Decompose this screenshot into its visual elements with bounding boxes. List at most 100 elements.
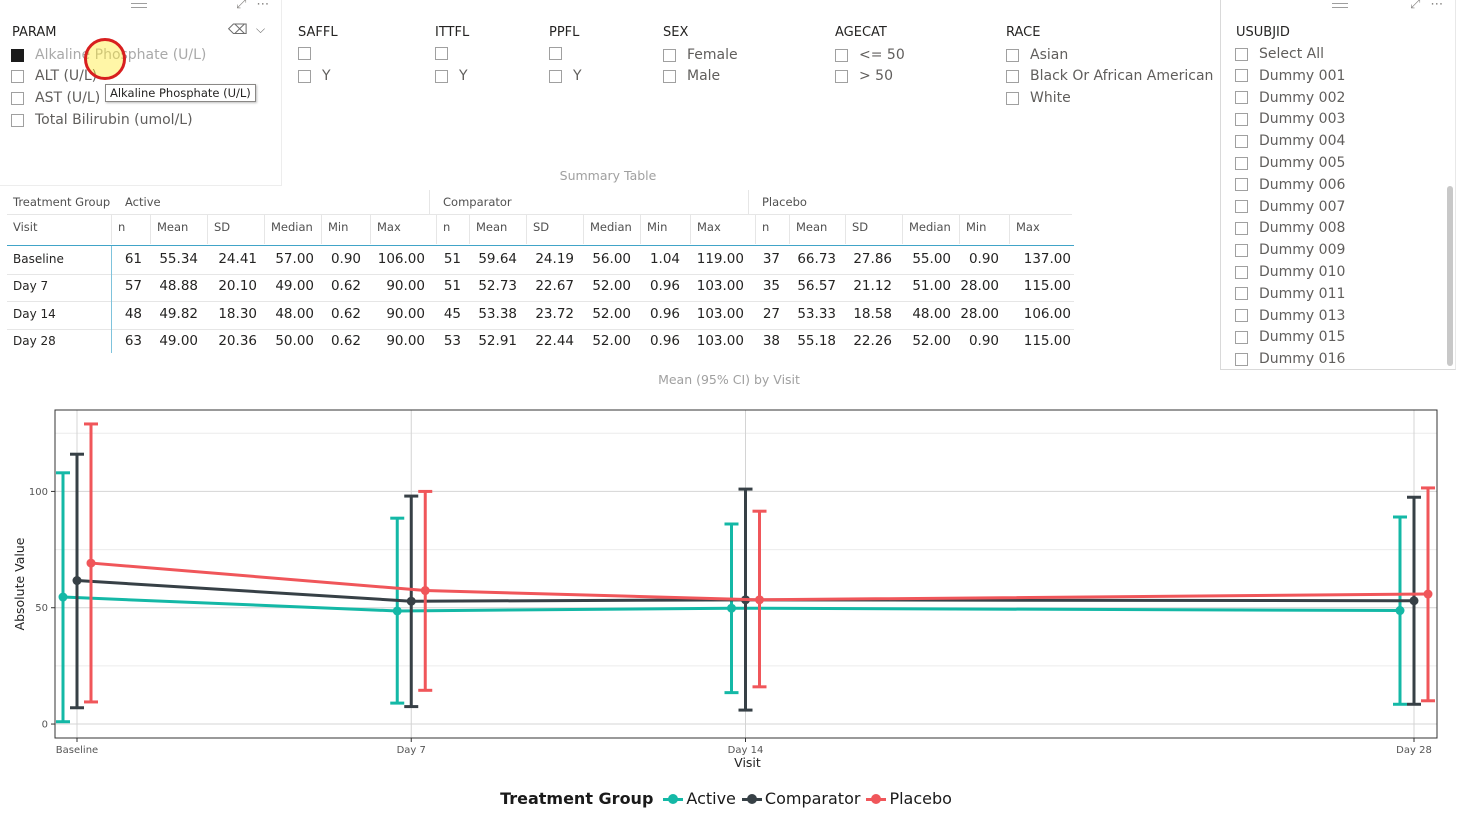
table-cell: 28.00 (960, 305, 999, 322)
checkbox[interactable] (298, 69, 311, 83)
checkbox[interactable] (835, 69, 848, 83)
sex-option-male[interactable]: Male (663, 68, 720, 84)
checkbox[interactable] (1235, 243, 1248, 257)
checkbox[interactable] (1006, 69, 1019, 83)
table-row-visit: Day 28 (13, 333, 56, 348)
stat-column-header: SD (852, 220, 869, 234)
checkbox[interactable] (1235, 178, 1248, 192)
usubjid-option[interactable]: Dummy 010 (1235, 264, 1345, 280)
usubjid-option[interactable]: Dummy 008 (1235, 220, 1345, 236)
checkbox[interactable] (663, 48, 676, 62)
checkbox[interactable] (1235, 221, 1248, 235)
usubjid-option[interactable]: Dummy 001 (1235, 68, 1345, 84)
agecat-option-gt-50[interactable]: > 50 (835, 68, 893, 84)
stat-column-header: Mean (476, 220, 508, 234)
agecat-option-le-50[interactable]: <= 50 (835, 47, 905, 63)
checkbox[interactable] (1235, 265, 1248, 279)
ppfl-option-y[interactable]: Y (549, 68, 582, 84)
usubjid-option-list[interactable]: Select All Dummy 001 Dummy 002 Dummy 003 Dum… (1235, 46, 1445, 366)
more-options-icon[interactable]: ⋯ (256, 0, 270, 12)
checkbox[interactable] (835, 48, 848, 62)
checkbox[interactable] (1235, 156, 1248, 170)
race-option-black[interactable]: Black Or African American (1006, 68, 1213, 84)
checkbox[interactable] (549, 69, 562, 83)
race-option-white[interactable]: White (1006, 90, 1071, 106)
chevron-down-icon[interactable]: ⌵ (256, 22, 266, 36)
legend-label: Active (686, 789, 736, 808)
checkbox[interactable] (1235, 134, 1248, 148)
usubjid-option[interactable]: Dummy 016 (1235, 351, 1345, 366)
more-options-icon[interactable]: ⋯ (1430, 0, 1444, 12)
usubjid-option[interactable]: Dummy 013 (1235, 308, 1345, 324)
checkbox[interactable] (11, 91, 24, 105)
ppfl-option-blank[interactable] (549, 47, 573, 60)
checkbox[interactable] (1235, 200, 1248, 214)
usubjid-option[interactable]: Select All (1235, 46, 1324, 62)
table-cell: 55.34 (159, 251, 198, 267)
checkbox[interactable] (1235, 91, 1248, 105)
drag-grip-icon[interactable] (131, 3, 147, 8)
usubjid-option[interactable]: Dummy 003 (1235, 111, 1345, 127)
usubjid-option[interactable]: Dummy 006 (1235, 177, 1345, 193)
header-divider (7, 214, 1072, 215)
row-header-divider (111, 246, 112, 353)
checkbox[interactable] (11, 69, 24, 83)
usubjid-option[interactable]: Dummy 002 (1235, 90, 1345, 106)
usubjid-scrollbar[interactable] (1447, 186, 1453, 366)
checkbox[interactable] (1235, 352, 1248, 366)
drag-grip-icon[interactable] (1332, 3, 1348, 8)
table-cell: 53 (443, 332, 461, 349)
checkbox[interactable] (1006, 48, 1019, 62)
table-cell: 35 (762, 278, 780, 295)
checkbox[interactable] (1235, 309, 1248, 323)
usubjid-option[interactable]: Dummy 007 (1235, 199, 1345, 215)
eraser-icon[interactable]: ⌫ (228, 22, 248, 38)
usubjid-option[interactable]: Dummy 004 (1235, 133, 1345, 149)
ittfl-option-y[interactable]: Y (435, 68, 468, 84)
usubjid-option[interactable]: Dummy 011 (1235, 286, 1345, 302)
saffl-option-y[interactable]: Y (298, 68, 331, 84)
checkbox[interactable] (1235, 330, 1248, 344)
option-tooltip: Alkaline Phosphate (U/L) (105, 84, 256, 102)
checkbox[interactable] (663, 69, 676, 83)
usubjid-option-label: Dummy 003 (1259, 111, 1346, 128)
race-option-label: Asian (1030, 47, 1069, 63)
legend-item-placebo[interactable]: Placebo (866, 789, 952, 808)
focus-mode-icon[interactable]: ⤢ (1410, 0, 1421, 12)
usubjid-option[interactable]: Dummy 015 (1235, 329, 1345, 345)
focus-mode-icon[interactable]: ⤢ (236, 0, 247, 12)
column-divider (690, 214, 691, 244)
checkbox[interactable] (1235, 47, 1248, 61)
table-cell: 1.04 (649, 251, 680, 267)
checkbox[interactable] (298, 47, 311, 60)
y-tick-label: 100 (29, 487, 48, 498)
sex-option-female[interactable]: Female (663, 47, 738, 63)
checkbox[interactable] (549, 47, 562, 60)
ittfl-option-blank[interactable] (435, 47, 459, 60)
param-option-ast[interactable]: AST (U/L) (11, 90, 100, 106)
saffl-option-blank[interactable] (298, 47, 322, 60)
table-cell: 48 (124, 305, 142, 322)
race-option-asian[interactable]: Asian (1006, 47, 1068, 63)
checkbox-checked[interactable] (11, 48, 24, 62)
table-cell: 21.12 (853, 278, 892, 295)
table-cell: 52.00 (912, 332, 951, 349)
checkbox[interactable] (1235, 69, 1248, 83)
usubjid-option[interactable]: Dummy 005 (1235, 155, 1345, 171)
legend-item-comparator[interactable]: Comparator (741, 789, 860, 808)
checkbox[interactable] (435, 47, 448, 60)
column-divider (755, 214, 756, 244)
stat-column-header: SD (214, 220, 231, 234)
checkbox[interactable] (435, 69, 448, 83)
checkbox[interactable] (1235, 287, 1248, 301)
checkbox[interactable] (11, 113, 24, 127)
stat-column-header: Mean (157, 220, 189, 234)
param-option-alt[interactable]: ALT (U/L) (11, 68, 97, 84)
checkbox[interactable] (1006, 91, 1019, 105)
param-option-total-bilirubin[interactable]: Total Bilirubin (umol/L) (11, 112, 193, 128)
group-divider (748, 190, 749, 214)
checkbox[interactable] (1235, 112, 1248, 126)
usubjid-option[interactable]: Dummy 009 (1235, 242, 1345, 258)
legend-item-active[interactable]: Active (663, 789, 736, 808)
mouse-cursor-highlight (84, 38, 126, 80)
